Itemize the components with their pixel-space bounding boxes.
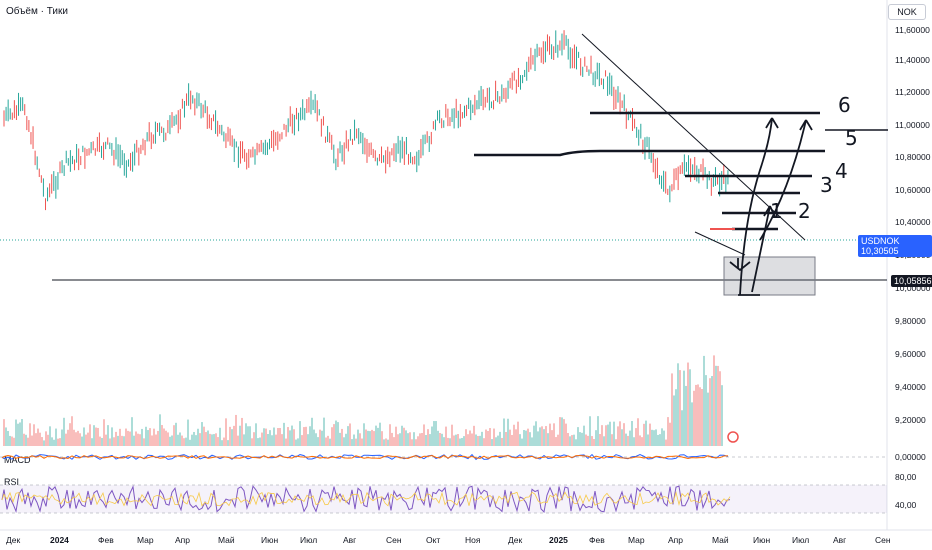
symbol-name: USDNOK (861, 236, 900, 246)
level-tag: 10,05856 (891, 275, 932, 287)
macd-label: MACD (4, 455, 31, 465)
x-tick-label: Июл (300, 535, 317, 545)
hand-arrow (729, 261, 751, 272)
y-tick-label: 11,00000 (895, 120, 930, 130)
hand-arrow (765, 117, 779, 129)
y-tick-label: 11,60000 (895, 25, 930, 35)
y-tick-label: 10,00000 (895, 283, 931, 293)
x-tick-label: 2025 (549, 535, 568, 545)
x-tick-label: Апр (175, 535, 190, 545)
macd-signal-line (1, 454, 729, 460)
annotation-number: 2 (798, 199, 811, 223)
x-tick-label: Дек (508, 535, 522, 545)
trend-line (581, 33, 806, 241)
target-zone (723, 256, 816, 296)
y-tick-label: 0,00000 (895, 452, 926, 462)
x-tick-label: 2024 (50, 535, 69, 545)
annotation-number: 1 (770, 199, 783, 223)
x-tick-label: Фев (98, 535, 114, 545)
last-price: 10,30505 (861, 246, 899, 256)
x-tick-label: Авг (343, 535, 356, 545)
annotation-number: 3 (820, 173, 833, 197)
x-tick-label: Ноя (465, 535, 481, 545)
level-5 (474, 149, 825, 157)
hand-arrow (759, 119, 807, 241)
currency-selector[interactable]: NOK (888, 4, 926, 20)
y-tick-label: 11,40000 (895, 55, 930, 65)
x-tick-label: Окт (426, 535, 440, 545)
hand-arrow (751, 205, 771, 293)
x-tick-label: Сен (386, 535, 402, 545)
x-tick-label: Авг (833, 535, 846, 545)
hand-arrow (799, 119, 813, 131)
trend-line (694, 231, 746, 256)
y-tick-label: 10,60000 (895, 185, 931, 195)
y-tick-label: 40,00 (895, 500, 917, 510)
y-tick-label: 9,20000 (895, 415, 926, 425)
annotation-number: 4 (835, 159, 848, 183)
hand-arrow (763, 205, 776, 218)
symbol-tag: USDNOK 10,30505 (858, 235, 932, 257)
y-tick-label: 10,40000 (895, 217, 931, 227)
rsi-ma-line (1, 490, 731, 507)
x-tick-label: Апр (668, 535, 683, 545)
hand-arrow (739, 117, 773, 296)
y-tick-label: 11,20000 (895, 87, 930, 97)
rsi-label: RSI (4, 477, 20, 487)
annotation-number: 6 (838, 93, 851, 117)
x-tick-label: Фев (589, 535, 605, 545)
x-tick-label: Сен (875, 535, 891, 545)
x-tick-label: Июн (753, 535, 770, 545)
y-tick-label: 9,80000 (895, 316, 926, 326)
x-tick-label: Май (218, 535, 235, 545)
x-tick-label: Июн (261, 535, 278, 545)
y-tick-label: 10,80000 (895, 152, 931, 162)
volume-label: Объём · Тики (6, 6, 68, 17)
y-tick-label: 80,00 (895, 472, 917, 482)
y-tick-label: 9,40000 (895, 382, 926, 392)
x-tick-label: Май (712, 535, 729, 545)
annotation-number: 5 (845, 126, 858, 150)
rsi-line (1, 485, 731, 514)
x-tick-label: Дек (6, 535, 20, 545)
x-tick-label: Мар (137, 535, 154, 545)
x-tick-label: Мар (628, 535, 645, 545)
volume-marker (727, 431, 739, 443)
x-tick-label: Июл (792, 535, 809, 545)
y-tick-label: 9,60000 (895, 349, 926, 359)
